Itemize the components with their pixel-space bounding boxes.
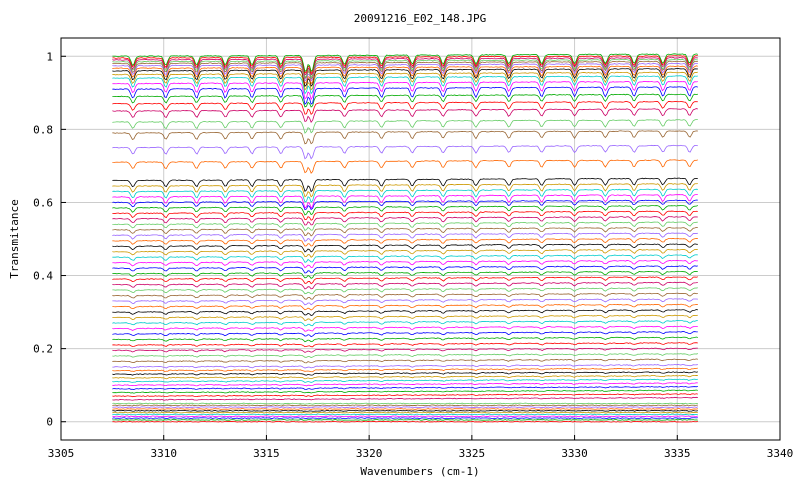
series-line bbox=[112, 298, 698, 306]
series-line bbox=[112, 75, 698, 95]
series-line bbox=[112, 144, 698, 160]
chart-title: 20091216_E02_148.JPG bbox=[354, 12, 486, 25]
series-line bbox=[112, 409, 698, 412]
series-line bbox=[112, 413, 698, 416]
x-tick-label: 3325 bbox=[459, 447, 486, 460]
y-tick-label: 0.6 bbox=[33, 196, 53, 209]
series-line bbox=[112, 183, 698, 198]
series-line bbox=[112, 68, 698, 87]
series-line bbox=[112, 371, 698, 376]
x-tick-label: 3320 bbox=[356, 447, 383, 460]
series-line bbox=[112, 63, 698, 82]
series-line bbox=[112, 81, 698, 101]
series-line bbox=[112, 420, 698, 423]
series-line bbox=[112, 375, 698, 380]
series-line bbox=[112, 415, 698, 418]
series-line bbox=[112, 243, 698, 253]
series-line bbox=[112, 130, 698, 145]
series-line bbox=[112, 358, 698, 364]
y-axis-ticks: 0 0.2 0.4 0.6 0.8 1 bbox=[33, 50, 66, 429]
series-line bbox=[112, 65, 698, 85]
series-line bbox=[112, 402, 698, 405]
series-line bbox=[112, 254, 698, 263]
y-tick-label: 0.4 bbox=[33, 270, 53, 283]
y-axis-label: Transmitance bbox=[8, 199, 21, 278]
series-line bbox=[112, 59, 698, 79]
plot-frame bbox=[60, 37, 781, 441]
series-line bbox=[112, 60, 698, 80]
series-line bbox=[112, 396, 698, 401]
series-line bbox=[112, 411, 698, 414]
series-line bbox=[112, 216, 698, 226]
series-line bbox=[112, 237, 698, 247]
x-tick-label: 3310 bbox=[150, 447, 177, 460]
series-line bbox=[112, 287, 698, 295]
series-line bbox=[112, 93, 698, 108]
series-line bbox=[112, 385, 698, 390]
series-line bbox=[112, 417, 698, 419]
series-line bbox=[112, 378, 698, 383]
series-line bbox=[112, 408, 698, 411]
series-line bbox=[112, 276, 698, 285]
x-tick-label: 3335 bbox=[664, 447, 691, 460]
series-line bbox=[112, 281, 698, 290]
series-line bbox=[112, 270, 698, 279]
series-line bbox=[112, 71, 698, 91]
y-tick-label: 0.2 bbox=[33, 343, 53, 356]
series-line bbox=[112, 367, 698, 373]
series-line bbox=[112, 389, 698, 394]
series-line bbox=[112, 101, 698, 116]
series-line bbox=[112, 309, 698, 316]
series-line bbox=[112, 303, 698, 311]
series-line bbox=[112, 292, 698, 300]
series-line bbox=[112, 57, 698, 76]
series-line bbox=[112, 194, 698, 209]
series-line bbox=[112, 406, 698, 409]
series-line bbox=[112, 404, 698, 407]
series-line bbox=[112, 331, 698, 338]
series-line bbox=[112, 364, 698, 369]
series-line bbox=[112, 108, 698, 123]
series-line bbox=[112, 325, 698, 332]
series-line bbox=[112, 53, 698, 73]
series-line bbox=[112, 320, 698, 327]
series-line bbox=[112, 159, 698, 174]
series-line bbox=[112, 347, 698, 353]
x-axis-ticks: 3305 3310 3315 3320 3325 3330 3335 3340 bbox=[48, 435, 794, 460]
series-line bbox=[112, 226, 698, 237]
series-line bbox=[112, 55, 698, 75]
y-tick-label: 1 bbox=[46, 50, 53, 63]
series-line bbox=[112, 205, 698, 216]
series-line bbox=[112, 336, 698, 343]
x-tick-label: 3315 bbox=[253, 447, 280, 460]
y-tick-label: 0.8 bbox=[33, 123, 53, 136]
series-line bbox=[112, 210, 698, 221]
series-line bbox=[112, 265, 698, 274]
series-line bbox=[112, 342, 698, 348]
series-line bbox=[112, 248, 698, 258]
series-line bbox=[112, 188, 698, 203]
series-line bbox=[112, 177, 698, 193]
x-axis-label: Wavenumbers (cm-1) bbox=[360, 465, 479, 478]
y-tick-label: 0 bbox=[46, 416, 53, 429]
series-line bbox=[112, 119, 698, 134]
series-line bbox=[112, 353, 698, 358]
series-line bbox=[112, 221, 698, 231]
series-group bbox=[112, 53, 698, 423]
series-line bbox=[112, 199, 698, 211]
series-line bbox=[112, 393, 698, 398]
series-line bbox=[112, 382, 698, 387]
series-line bbox=[112, 259, 698, 269]
series-line bbox=[112, 314, 698, 322]
x-tick-label: 3330 bbox=[561, 447, 588, 460]
series-line bbox=[112, 419, 698, 421]
x-tick-label: 3340 bbox=[767, 447, 794, 460]
series-line bbox=[112, 86, 698, 105]
x-tick-label: 3305 bbox=[48, 447, 75, 460]
series-line bbox=[112, 232, 698, 242]
